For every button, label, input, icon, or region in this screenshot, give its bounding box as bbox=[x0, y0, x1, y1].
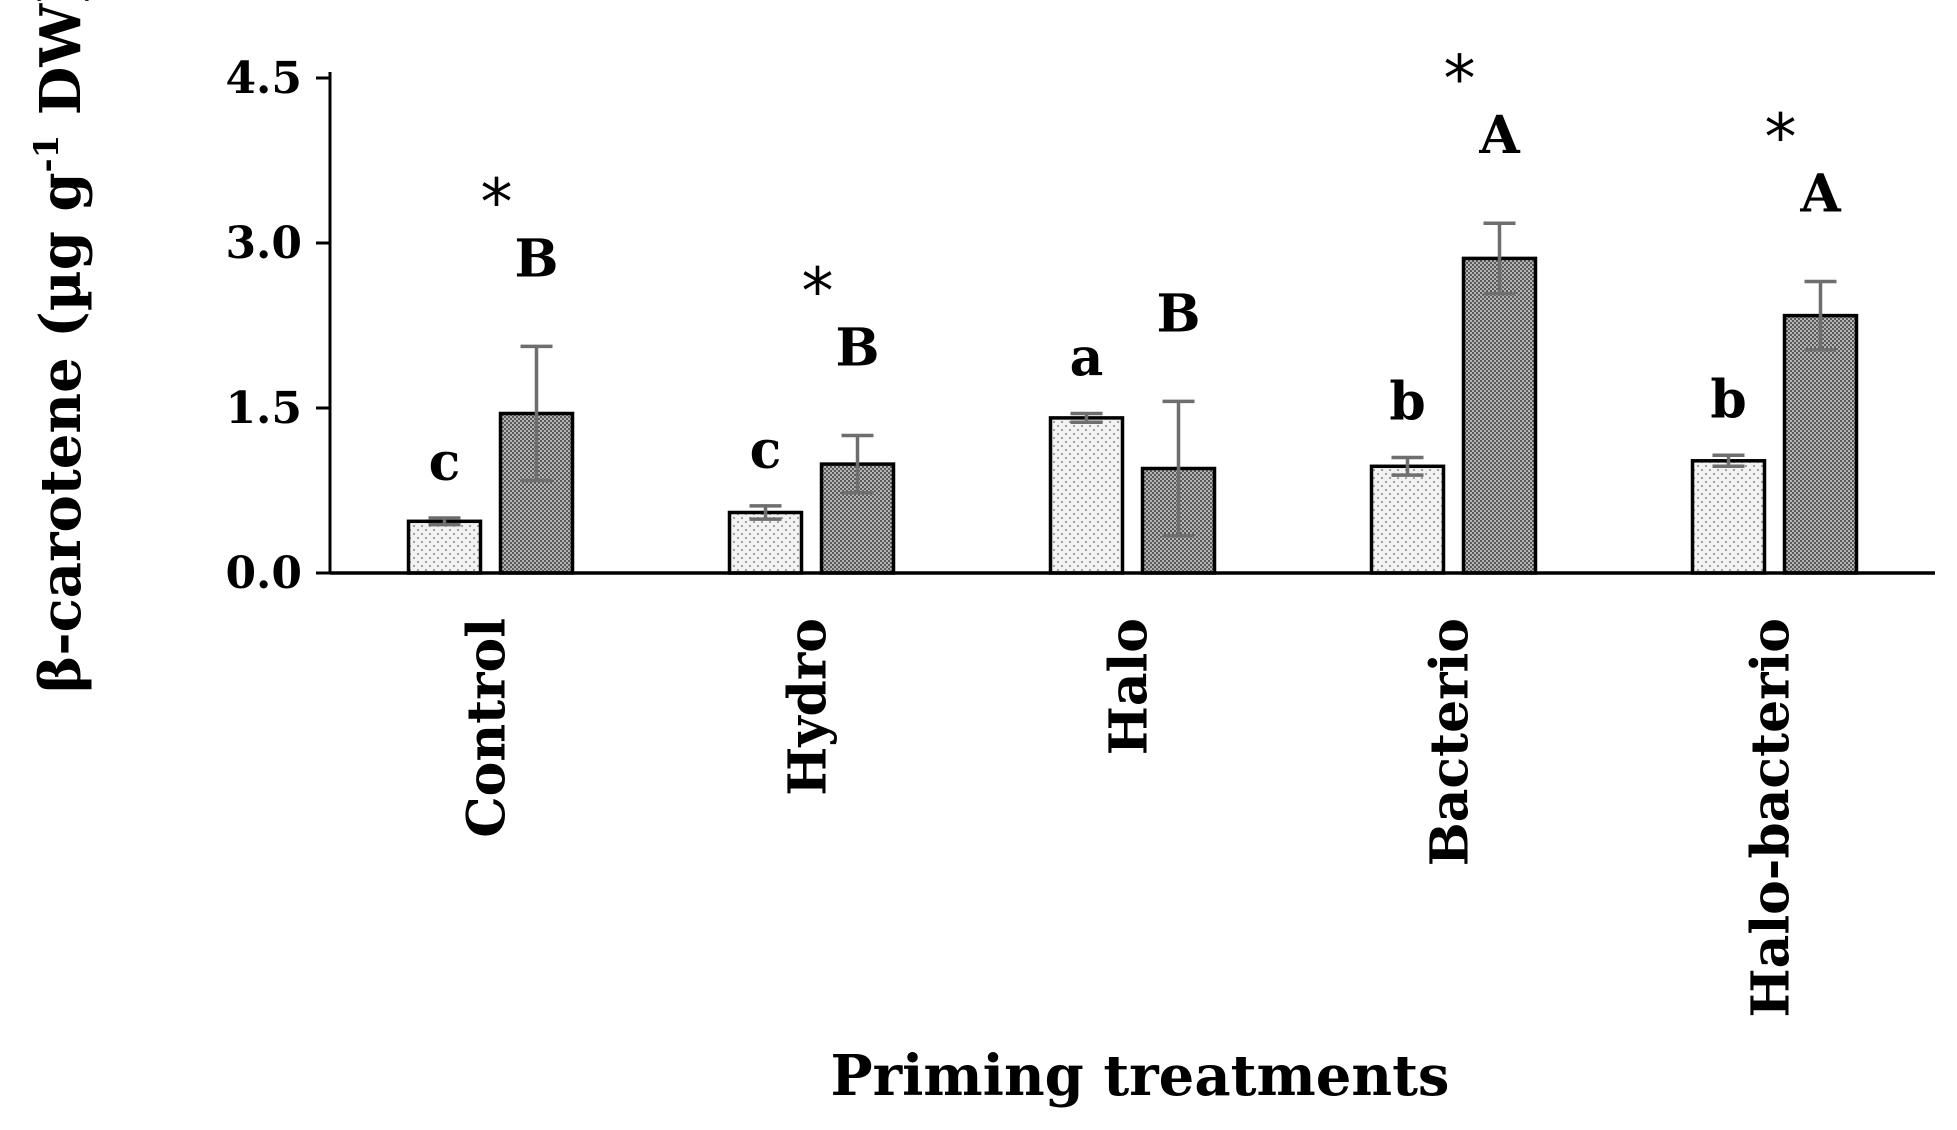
error-bar bbox=[1162, 399, 1195, 538]
error-bar bbox=[1712, 453, 1745, 469]
x-category-label: Halo-bacterio bbox=[1741, 618, 1802, 1018]
y-axis-title-end: DW) bbox=[28, 0, 94, 135]
y-tick-label: 1.5 bbox=[225, 383, 302, 434]
error-bar bbox=[520, 344, 553, 483]
significance-letter: B bbox=[515, 228, 559, 289]
y-axis-title-superscript: -1 bbox=[27, 135, 67, 173]
error-bar bbox=[1070, 411, 1103, 425]
error-bar bbox=[1804, 279, 1837, 352]
significance-letter: B bbox=[836, 318, 880, 379]
y-axis-title-main: β-carotene (µg g bbox=[28, 172, 94, 692]
x-axis-categories: Control Hydro Halo Bacterio Halo-bacterio bbox=[457, 618, 1802, 1018]
x-category-label: Hydro bbox=[778, 618, 839, 796]
error-bar bbox=[1483, 221, 1516, 296]
significance-letter: b bbox=[1710, 369, 1746, 430]
significance-star: * bbox=[1765, 102, 1797, 176]
bar-1-halo bbox=[1048, 416, 1125, 575]
significance-letter: b bbox=[1389, 372, 1425, 433]
significance-letter: c bbox=[429, 432, 461, 493]
y-tick-label: 0.0 bbox=[225, 548, 302, 599]
error-bar bbox=[841, 433, 874, 495]
significance-letter: A bbox=[1478, 105, 1520, 166]
bar-2-bacterio bbox=[1461, 256, 1538, 575]
significance-letter: A bbox=[1799, 164, 1841, 225]
significance-letter: a bbox=[1070, 328, 1104, 389]
bar-2-halo-bacterio bbox=[1782, 313, 1859, 575]
x-axis-title: Priming treatments bbox=[831, 1043, 1450, 1109]
x-category-label: Control bbox=[457, 618, 518, 838]
y-axis-title: β-carotene (µg g-1 DW) bbox=[27, 0, 94, 693]
bar-1-bacterio bbox=[1369, 464, 1446, 575]
bar-1-hydro bbox=[727, 510, 804, 575]
x-category-label: Halo bbox=[1099, 618, 1160, 755]
y-tick-label: 3.0 bbox=[225, 218, 302, 269]
significance-letter: B bbox=[1157, 283, 1201, 344]
significance-star: * bbox=[481, 166, 513, 240]
y-axis-ticks: 0.0 1.5 3.0 4.5 bbox=[225, 53, 330, 599]
error-bar bbox=[428, 516, 461, 527]
y-tick-label: 4.5 bbox=[225, 53, 302, 104]
significance-letter: c bbox=[750, 420, 782, 481]
error-bar bbox=[1391, 455, 1424, 477]
significance-star: * bbox=[1444, 43, 1476, 117]
x-category-label: Bacterio bbox=[1420, 618, 1481, 866]
bar-1-halo-bacterio bbox=[1690, 459, 1767, 575]
error-bar bbox=[749, 504, 782, 521]
bar-1-control bbox=[406, 519, 483, 575]
significance-star: * bbox=[802, 256, 834, 330]
